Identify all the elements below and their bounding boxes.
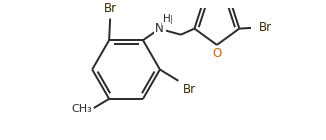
Text: H: H: [163, 14, 170, 24]
Text: Br: Br: [104, 2, 117, 15]
Text: Br: Br: [259, 21, 272, 34]
Text: N: N: [157, 22, 165, 35]
Text: N: N: [155, 22, 164, 35]
Text: Br: Br: [183, 83, 196, 96]
Text: O: O: [212, 47, 221, 60]
Text: H: H: [164, 14, 173, 27]
Text: CH₃: CH₃: [71, 104, 92, 114]
